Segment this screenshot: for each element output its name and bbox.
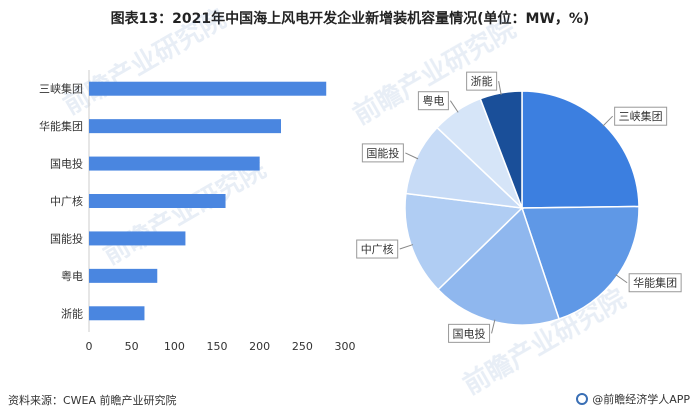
x-tick-label: 300 <box>335 340 356 353</box>
slice-label-box <box>417 91 449 111</box>
bar <box>89 268 158 283</box>
slice-label-box <box>628 273 682 293</box>
source-note: 资料来源：CWEA 前瞻产业研究院 <box>8 394 177 407</box>
bar <box>89 194 226 208</box>
slice-label: 中广核 <box>361 242 394 256</box>
category-label: 浙能 <box>61 306 83 320</box>
brand-logo-icon <box>576 393 589 405</box>
category-label: 华能集团 <box>39 119 83 133</box>
x-tick-label: 150 <box>207 340 228 353</box>
x-tick-label: 100 <box>164 340 185 353</box>
bar <box>89 231 186 246</box>
slice-label: 国电投 <box>453 326 486 340</box>
x-tick-label: 250 <box>292 340 313 353</box>
label-leader <box>498 81 502 95</box>
category-label: 中广核 <box>50 194 83 208</box>
x-tick-label: 50 <box>125 340 139 353</box>
category-label: 三峡集团 <box>39 82 83 96</box>
slice-label: 国能投 <box>366 146 399 160</box>
category-label: 国电投 <box>50 157 83 171</box>
label-leader <box>405 152 419 160</box>
x-tick-label: 0 <box>86 340 93 353</box>
label-leader <box>615 274 628 284</box>
label-leader <box>491 319 496 334</box>
slice-label: 三峡集团 <box>619 109 663 123</box>
slice-label: 华能集团 <box>633 276 677 290</box>
brand-text: @前瞻经济学人APP <box>592 393 690 406</box>
bar <box>89 119 281 134</box>
slice-label-box <box>356 239 399 259</box>
bar <box>89 81 327 96</box>
slice-label-box <box>448 323 491 343</box>
label-leader <box>602 115 613 127</box>
slice-label-box <box>361 143 404 163</box>
label-leader <box>399 244 414 250</box>
category-label: 粤电 <box>61 269 83 283</box>
slice-label-box <box>614 106 668 126</box>
bar <box>89 306 145 321</box>
bar <box>89 156 260 171</box>
slice-label-box <box>466 71 498 91</box>
slice-label: 浙能 <box>471 74 493 88</box>
category-label: 国能投 <box>50 231 83 245</box>
x-tick-label: 200 <box>249 340 270 353</box>
label-leader <box>449 100 459 113</box>
chart-title: 图表13：2021年中国海上风电开发企业新增装机容量情况(单位：MW，%) <box>110 11 590 27</box>
slice-label: 粤电 <box>422 94 444 108</box>
brand: @前瞻经济学人APP <box>576 391 690 407</box>
